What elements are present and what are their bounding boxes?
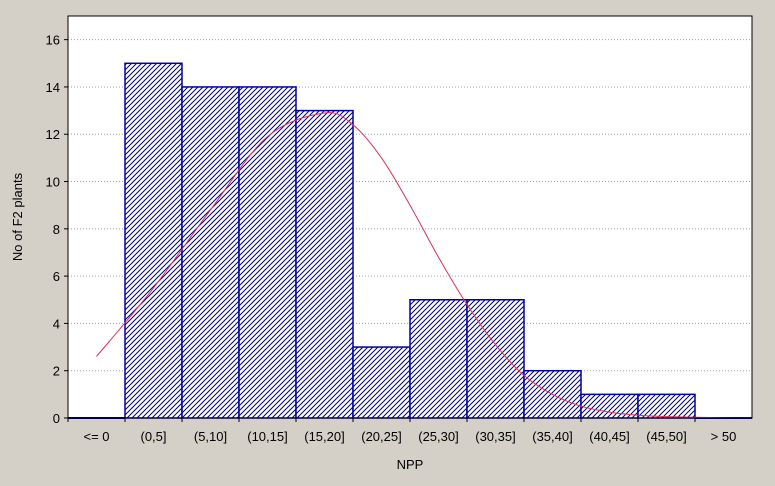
y-tick-label: 14 — [46, 80, 60, 95]
y-tick-label: 12 — [46, 127, 60, 142]
y-axis-ticks: 0 2 4 6 8 10 12 14 16 — [46, 33, 68, 426]
bar — [295, 109, 354, 419]
x-axis-ticks: <= 0 (0,5] (5,10] (10,15] (15,20] (20,25] (25,… — [67, 418, 737, 444]
bars — [68, 62, 752, 419]
fitted-normal-curve — [96, 112, 753, 419]
x-tick-label: (5,10] — [194, 429, 227, 444]
y-tick-label: 2 — [53, 364, 60, 379]
x-tick-label: <= 0 — [83, 429, 109, 444]
y-tick-label: 16 — [46, 33, 60, 48]
y-tick-label: 4 — [53, 316, 60, 331]
y-tick-label: 0 — [53, 411, 60, 426]
x-tick-label: (20,25] — [361, 429, 401, 444]
x-tick-label: > 50 — [711, 429, 737, 444]
y-tick-label: 10 — [46, 175, 60, 190]
x-tick-label: (45,50] — [646, 429, 686, 444]
bar — [352, 346, 411, 419]
x-tick-label: (35,40] — [532, 429, 572, 444]
bar — [409, 299, 468, 419]
bar — [238, 86, 297, 419]
bar — [124, 62, 183, 419]
y-axis-label: No of F2 plants — [10, 172, 25, 261]
x-tick-label: (10,15] — [247, 429, 287, 444]
x-tick-label: (0,5] — [140, 429, 166, 444]
x-axis-label: NPP — [397, 457, 424, 472]
y-tick-label: 6 — [53, 269, 60, 284]
x-tick-label: (25,30] — [418, 429, 458, 444]
x-tick-label: (15,20] — [304, 429, 344, 444]
y-tick-label: 8 — [53, 222, 60, 237]
x-tick-label: (40,45] — [589, 429, 629, 444]
bar — [637, 393, 696, 419]
bar — [181, 86, 240, 419]
x-tick-label: (30,35] — [475, 429, 515, 444]
